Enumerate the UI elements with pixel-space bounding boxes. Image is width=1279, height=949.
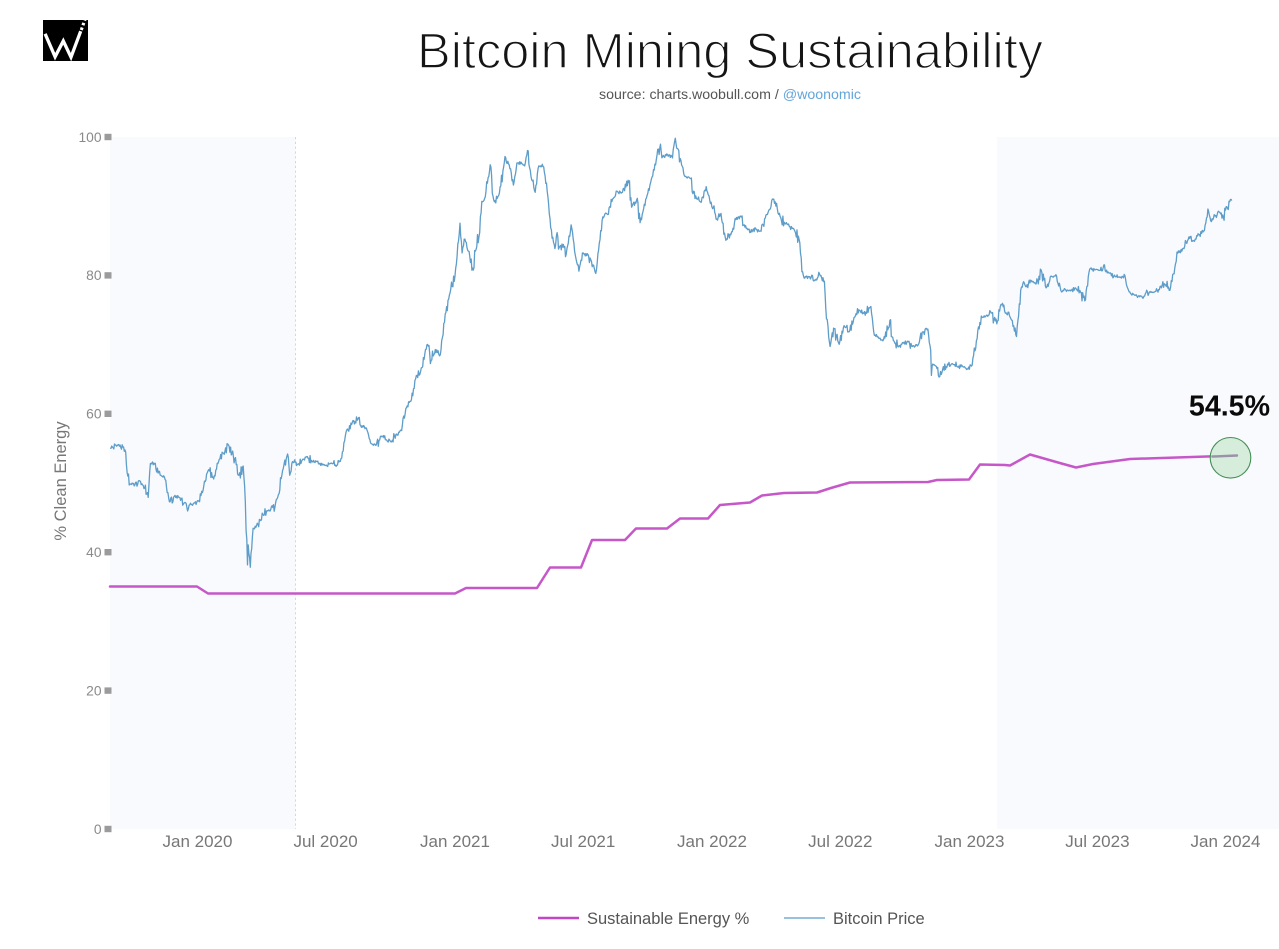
svg-text:Jan 2022: Jan 2022	[677, 832, 747, 851]
svg-text:60: 60	[86, 407, 102, 422]
svg-text:Jan 2024: Jan 2024	[1191, 832, 1261, 851]
svg-text:80: 80	[86, 268, 102, 283]
svg-text:Jan 2020: Jan 2020	[163, 832, 233, 851]
svg-text:Sustainable Energy %: Sustainable Energy %	[587, 910, 750, 928]
svg-text:40: 40	[86, 545, 102, 560]
svg-text:Jul 2020: Jul 2020	[293, 832, 357, 851]
svg-text:100: 100	[78, 130, 101, 145]
svg-text:Jul 2021: Jul 2021	[551, 832, 615, 851]
svg-text:Jul 2023: Jul 2023	[1065, 832, 1129, 851]
svg-text:Jan 2023: Jan 2023	[935, 832, 1005, 851]
svg-text:Bitcoin Price: Bitcoin Price	[833, 910, 925, 928]
svg-text:% Clean Energy: % Clean Energy	[52, 421, 70, 541]
svg-text:54.5%: 54.5%	[1189, 391, 1270, 423]
svg-text:0: 0	[94, 822, 102, 837]
svg-text:Jul 2022: Jul 2022	[808, 832, 872, 851]
svg-text:Jan 2021: Jan 2021	[420, 832, 490, 851]
svg-text:20: 20	[86, 683, 102, 698]
